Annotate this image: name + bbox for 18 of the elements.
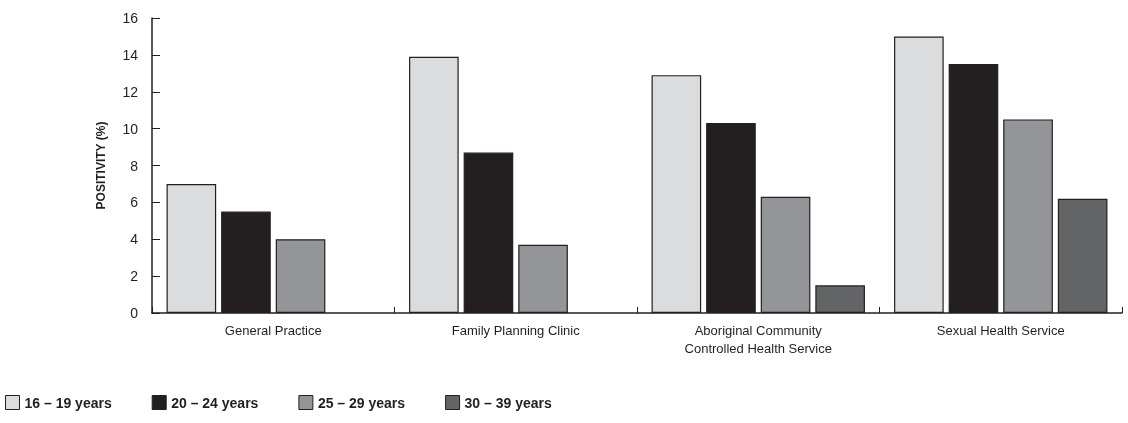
y-tick-label: 10: [122, 120, 139, 137]
y-tick-label: 12: [122, 83, 139, 100]
legend-label: 16 – 19 years: [24, 394, 112, 411]
y-axis-title: POSITIVITY (%): [94, 121, 108, 210]
y-tick-label: 0: [130, 305, 139, 321]
legend-label: 20 – 24 years: [171, 394, 259, 411]
x-tick-label: Aboriginal Community Controlled Health Service: [684, 322, 832, 356]
y-tick-label: 4: [130, 231, 139, 248]
y-tick-label: 8: [130, 157, 139, 174]
x-tick-label: Family Planning Clinic: [451, 322, 581, 338]
x-tick-label: General Practice: [224, 322, 322, 338]
y-tick-label: 16: [122, 10, 139, 26]
y-tick-label: 6: [130, 194, 139, 211]
legend-label: 25 – 29 years: [317, 394, 406, 411]
y-tick-label: 14: [122, 46, 139, 63]
x-tick-label: Sexual Health Service: [936, 322, 1065, 338]
legend-label: 30 – 39 years: [464, 394, 552, 411]
y-tick-label: 2: [130, 268, 139, 285]
